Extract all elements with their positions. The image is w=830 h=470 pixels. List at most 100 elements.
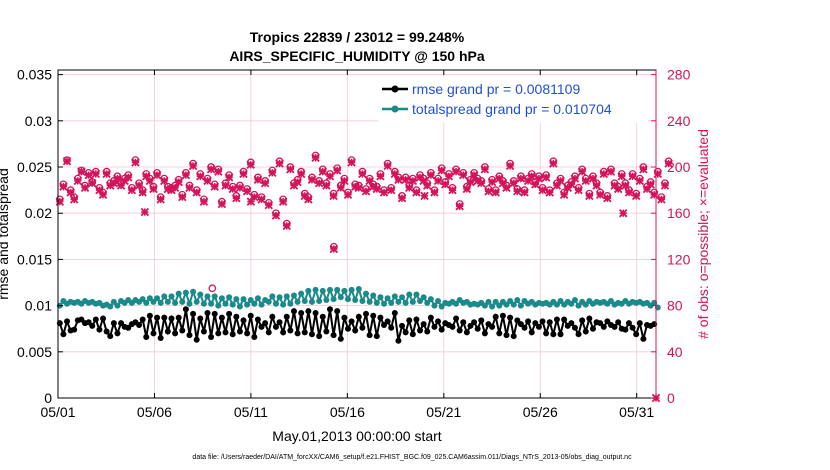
obs-evaluated-point	[87, 178, 97, 188]
rmse-point	[553, 316, 560, 323]
obs-evaluated-point	[581, 176, 590, 186]
rmse-point	[481, 330, 488, 337]
obs-evaluated-point	[221, 181, 230, 190]
rmse-point	[640, 335, 647, 342]
totalspread-point	[251, 300, 258, 307]
totalspread-point	[179, 298, 186, 305]
x-tick-label: 05/31	[619, 404, 654, 420]
rmse-point	[420, 321, 427, 328]
obs-evaluated-point	[401, 175, 410, 184]
rmse-point	[244, 330, 251, 337]
totalspread-point	[240, 296, 247, 303]
obs-evaluated-point	[408, 176, 418, 186]
obs-evaluated-point	[69, 195, 79, 204]
obs-evaluated-point	[73, 176, 83, 186]
rmse-point	[363, 310, 370, 317]
totalspread-point	[507, 297, 514, 304]
rmse-point	[96, 326, 103, 333]
totalspread-point	[110, 298, 117, 305]
y-tick-label-left: 0.035	[17, 67, 52, 83]
rmse-point	[636, 320, 643, 327]
rmse-point	[280, 329, 287, 336]
rmse-point	[334, 308, 341, 315]
totalspread-point	[294, 298, 301, 305]
y-tick-label-left: 0	[44, 390, 52, 406]
totalspread-point	[344, 296, 351, 303]
totalspread-point	[204, 293, 211, 300]
rmse-point	[294, 330, 301, 337]
rmse-point	[597, 320, 604, 327]
obs-evaluated-point	[595, 190, 605, 199]
obs-evaluated-point	[192, 188, 201, 197]
rmse-point	[175, 314, 182, 321]
totalspread-point	[175, 290, 182, 297]
rmse-line	[58, 309, 655, 341]
rmse-point	[352, 327, 359, 334]
obs-evaluated-point	[660, 181, 670, 190]
rmse-point	[85, 319, 92, 326]
totalspread-point	[330, 296, 337, 303]
rmse-point	[539, 318, 546, 325]
obs-evaluated-point	[545, 188, 554, 197]
totalspread-point	[319, 287, 326, 294]
obs-evaluated-point	[588, 174, 598, 183]
legend-box	[378, 77, 648, 123]
rmse-point	[265, 329, 272, 336]
totalspread-point	[363, 290, 370, 297]
obs-evaluated-point	[102, 169, 111, 179]
y-tick-label-left: 0.025	[17, 159, 52, 175]
totalspread-point	[337, 294, 344, 301]
obs-evaluated-point	[217, 199, 227, 209]
totalspread-point	[114, 302, 121, 309]
totalspread-point	[226, 294, 233, 301]
rmse-point	[366, 332, 373, 339]
rmse-point	[478, 317, 485, 324]
obs-evaluated-point	[275, 159, 284, 168]
totalspread-point	[280, 301, 287, 308]
obs-evaluated-point	[354, 183, 364, 193]
totalspread-point	[236, 303, 243, 310]
obs-evaluated-point	[178, 192, 187, 202]
obs-evaluated-point	[631, 191, 641, 201]
y-tick-label-right: 280	[667, 67, 691, 83]
obs-evaluated-point	[214, 167, 223, 176]
obs-evaluated-point	[224, 173, 234, 182]
totalspread-point	[413, 291, 420, 298]
rmse-point	[319, 313, 326, 320]
obs-evaluated-point	[477, 178, 486, 188]
data-file-footer: data file: /Users/raeder/DAI/ATM_forcXX/…	[192, 454, 632, 461]
totalspread-point	[312, 286, 319, 293]
rmse-point	[143, 334, 150, 341]
rmse-point	[600, 323, 607, 330]
obs-evaluated-point	[140, 207, 150, 217]
rmse-point	[89, 322, 96, 329]
totalspread-point	[370, 292, 377, 299]
rmse-point	[78, 316, 85, 323]
totalspread-point	[305, 287, 312, 294]
x-axis-label: May.01,2013 00:00:00 start	[272, 428, 442, 444]
rmse-point	[395, 337, 402, 344]
totalspread-point	[172, 299, 179, 306]
x-tick-label: 05/06	[137, 404, 172, 420]
rmse-point	[399, 322, 406, 329]
rmse-point	[197, 315, 204, 322]
rmse-point	[528, 329, 535, 336]
rmse-point	[290, 308, 297, 315]
rmse-point	[251, 334, 258, 341]
y-tick-label-right: 200	[667, 159, 691, 175]
obs-evaluated-point	[433, 176, 443, 186]
obs-evaluated-point	[390, 169, 400, 179]
totalspread-point	[381, 300, 388, 307]
rmse-point	[460, 319, 467, 326]
rmse-point	[71, 326, 78, 333]
rmse-point	[92, 316, 99, 323]
obs-evaluated-point	[404, 183, 414, 193]
x-tick-label: 05/16	[330, 404, 365, 420]
totalspread-point	[510, 301, 517, 308]
rmse-point	[190, 310, 197, 317]
rmse-point	[514, 317, 521, 324]
totalspread-point	[557, 297, 564, 304]
rmse-point	[287, 327, 294, 334]
rmse-point	[575, 331, 582, 338]
obs-evaluated-point	[149, 184, 158, 194]
